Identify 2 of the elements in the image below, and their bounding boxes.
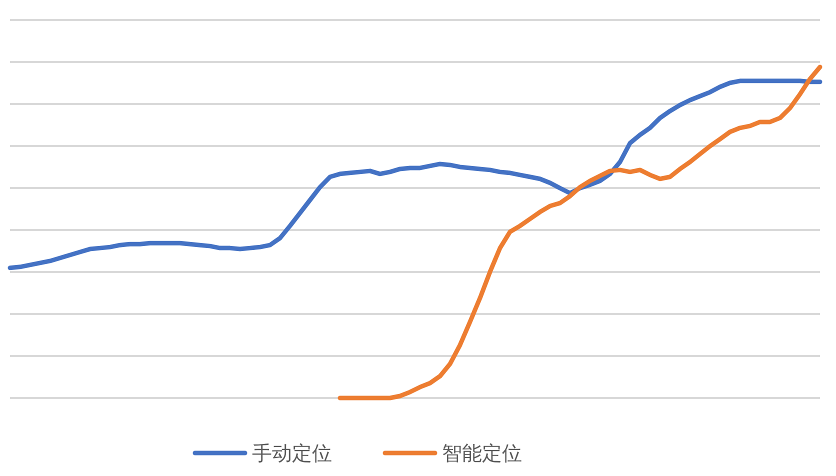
legend-label: 智能定位 (442, 441, 522, 465)
legend-label: 手动定位 (252, 441, 332, 465)
